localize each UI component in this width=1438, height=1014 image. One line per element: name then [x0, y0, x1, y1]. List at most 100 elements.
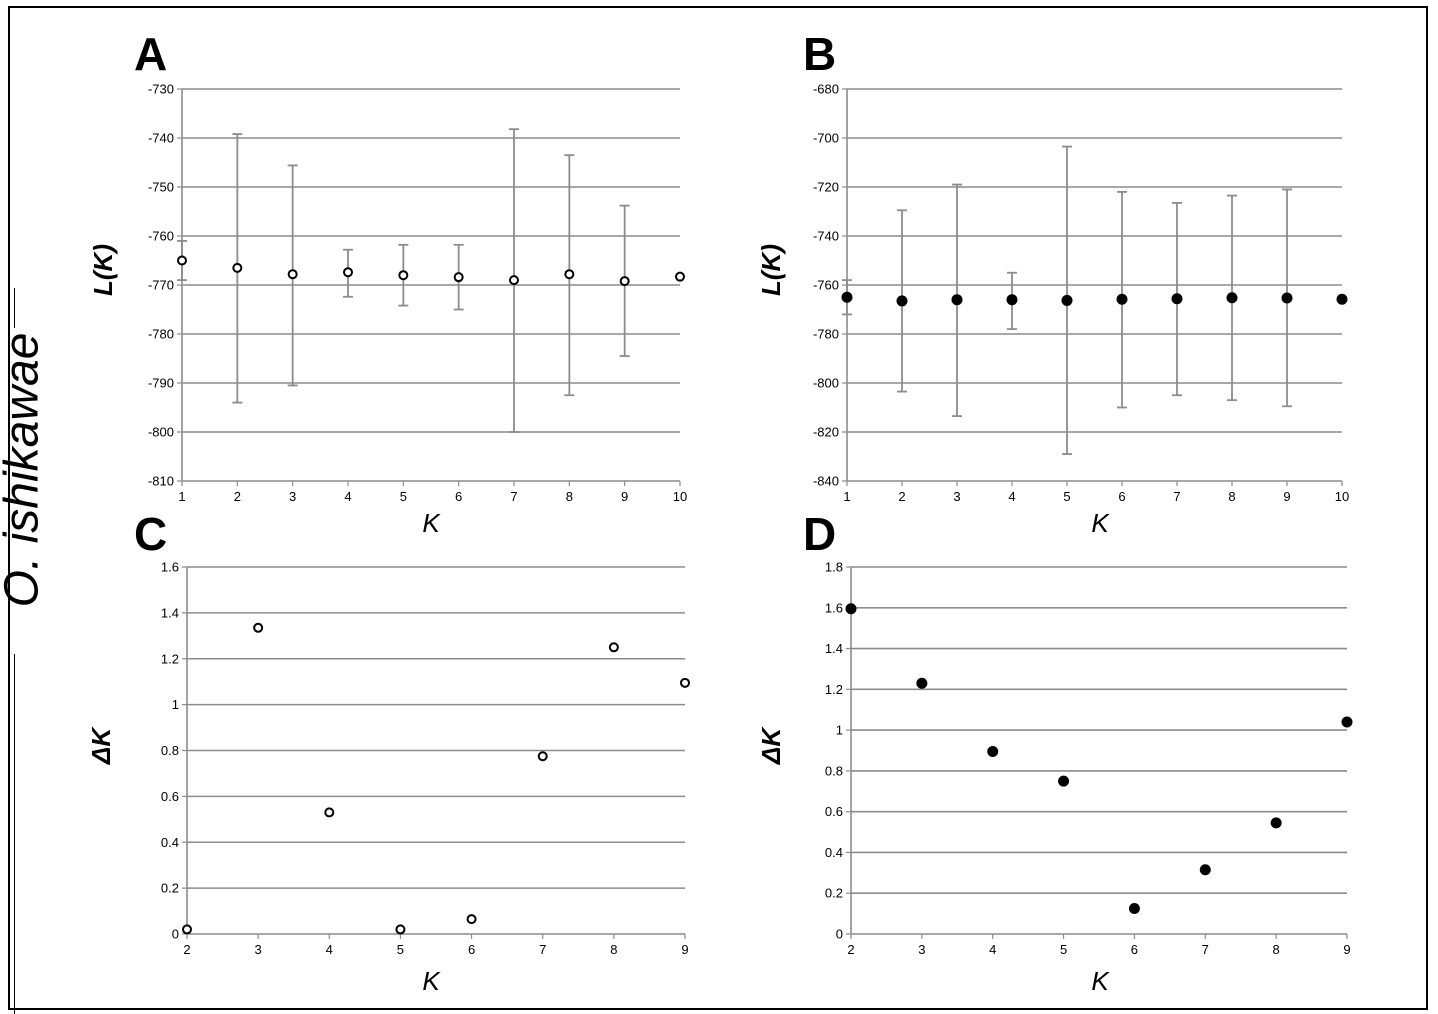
panel-c-point-3 — [395, 924, 406, 935]
panel-c-point-0 — [182, 924, 192, 935]
figure-frame — [8, 6, 1428, 1010]
panel-d-point-4 — [1128, 903, 1140, 915]
panel-b-point-8 — [1281, 292, 1293, 304]
panel-c-ytick-label-6: 0.4 — [161, 835, 179, 850]
panel-b-point-3 — [1006, 294, 1018, 306]
panel-b-xtick-label-9: 10 — [1335, 489, 1349, 504]
panel-c-xtick-label-6: 8 — [610, 942, 617, 957]
panel-b-ytick-label-1: -700 — [813, 131, 839, 146]
panel-a-xtick-label-7: 8 — [566, 489, 573, 504]
panel-c-ytick-label-7: 0.2 — [161, 881, 179, 896]
panel-c-point-2 — [324, 807, 335, 818]
panel-d-xtick-label-3: 5 — [1060, 942, 1067, 957]
panel-d-ytick-label-4: 1 — [836, 723, 843, 738]
panel-a-point-7 — [564, 269, 575, 280]
panel-c-point-1 — [253, 622, 264, 633]
panel-a-point-8 — [619, 276, 630, 287]
panel-b-ytick-label-0: -680 — [813, 82, 839, 97]
panel-c-ytick-label-2: 1.2 — [161, 651, 179, 666]
panel-c-point-5 — [537, 751, 548, 762]
panel-b-point-9 — [1336, 293, 1348, 305]
panel-c-xtick-label-5: 7 — [539, 942, 546, 957]
panel-d-ytick-label-2: 1.4 — [825, 641, 843, 656]
panel-a-xtick-label-4: 5 — [400, 489, 407, 504]
panel-a-xtick-label-0: 1 — [178, 489, 185, 504]
panel-a-ytick-label-3: -760 — [148, 229, 174, 244]
panel-d-ytick-label-1: 1.6 — [825, 600, 843, 615]
panel-c-ytick-label-8: 0 — [172, 927, 179, 942]
panel-d-y-axis-title: ΔK — [756, 726, 786, 765]
panel-c-point-6 — [608, 642, 619, 653]
panel-a-xtick-label-3: 4 — [344, 489, 351, 504]
panel-b-point-6 — [1171, 293, 1183, 305]
panel-a-ytick-label-4: -770 — [148, 278, 174, 293]
panel-d-point-6 — [1270, 817, 1282, 829]
panel-b-xtick-label-6: 7 — [1173, 489, 1180, 504]
panel-d-xtick-label-4: 6 — [1131, 942, 1138, 957]
panel-d-ytick-label-3: 1.2 — [825, 682, 843, 697]
panel-d-xtick-label-5: 7 — [1202, 942, 1209, 957]
panel-b-ytick-label-2: -720 — [813, 180, 839, 195]
panel-c-ytick-label-5: 0.6 — [161, 789, 179, 804]
panel-a-xtick-label-9: 10 — [673, 489, 687, 504]
panel-d-point-5 — [1199, 864, 1211, 876]
panel-a-point-4 — [398, 270, 409, 281]
panel-b-xtick-label-4: 5 — [1063, 489, 1070, 504]
panel-b-xtick-label-0: 1 — [843, 489, 850, 504]
panel-b-point-2 — [951, 294, 963, 306]
panel-c-point-4 — [466, 914, 477, 925]
panel-d-ytick-label-7: 0.4 — [825, 845, 843, 860]
panel-a-xtick-label-6: 7 — [510, 489, 517, 504]
panel-c-xtick-label-7: 9 — [681, 942, 688, 957]
panel-d-xtick-label-0: 2 — [847, 942, 854, 957]
panel-c-xtick-label-0: 2 — [183, 942, 190, 957]
panel-a-xtick-label-1: 2 — [234, 489, 241, 504]
side-label-line-bottom — [14, 654, 15, 1014]
panel-a-letter: A — [134, 28, 167, 80]
panel-b-ytick-label-4: -760 — [813, 278, 839, 293]
panel-c-xtick-label-1: 3 — [255, 942, 262, 957]
panel-c-xtick-label-2: 4 — [326, 942, 333, 957]
panel-a-y-axis-title: L(K) — [88, 244, 118, 296]
panel-b-xtick-label-7: 8 — [1228, 489, 1235, 504]
panel-d-point-2 — [987, 746, 999, 758]
panel-d-ytick-label-8: 0.2 — [825, 886, 843, 901]
panel-a-ytick-label-0: -730 — [148, 82, 174, 97]
panel-a-ytick-label-2: -750 — [148, 180, 174, 195]
panel-c-ytick-label-3: 1 — [172, 697, 179, 712]
panel-b-point-7 — [1226, 292, 1238, 304]
panel-b-ytick-label-6: -800 — [813, 376, 839, 391]
panel-b-ytick-label-8: -840 — [813, 474, 839, 489]
panel-a-ytick-label-6: -790 — [148, 376, 174, 391]
panel-b-xtick-label-2: 3 — [953, 489, 960, 504]
panel-b-ytick-label-5: -780 — [813, 327, 839, 342]
panel-c-point-7 — [680, 677, 690, 688]
panel-a-xtick-label-2: 3 — [289, 489, 296, 504]
panel-a-xtick-label-5: 6 — [455, 489, 462, 504]
panel-b-xtick-label-5: 6 — [1118, 489, 1125, 504]
panel-d-point-3 — [1058, 775, 1070, 787]
panel-b-letter: B — [803, 28, 836, 80]
panel-d-letter: D — [803, 508, 836, 560]
panel-d-point-1 — [916, 677, 928, 689]
panel-b-point-4 — [1061, 294, 1073, 306]
side-label-line-top — [14, 288, 15, 328]
panel-b-ytick-label-3: -740 — [813, 229, 839, 244]
panel-b-point-0 — [841, 291, 853, 303]
panel-d-x-axis-title: K — [1091, 966, 1110, 996]
panel-a-ytick-label-7: -800 — [148, 425, 174, 440]
panel-d-point-7 — [1341, 716, 1353, 728]
panel-a-point-6 — [509, 275, 519, 286]
panel-d-xtick-label-7: 9 — [1343, 942, 1350, 957]
panel-a-point-2 — [287, 269, 298, 280]
panel-c-ytick-label-0: 1.6 — [161, 560, 179, 575]
panel-c-x-axis-title: K — [422, 966, 441, 996]
panel-a-point-3 — [343, 267, 353, 278]
panel-b-point-1 — [896, 295, 908, 307]
panel-b-xtick-label-3: 4 — [1008, 489, 1015, 504]
panel-d-ytick-label-6: 0.6 — [825, 804, 843, 819]
panel-d-ytick-label-9: 0 — [836, 927, 843, 942]
panel-a-x-axis-title: K — [422, 508, 441, 538]
panel-c-xtick-label-3: 5 — [397, 942, 404, 957]
panel-b-xtick-label-1: 2 — [898, 489, 905, 504]
